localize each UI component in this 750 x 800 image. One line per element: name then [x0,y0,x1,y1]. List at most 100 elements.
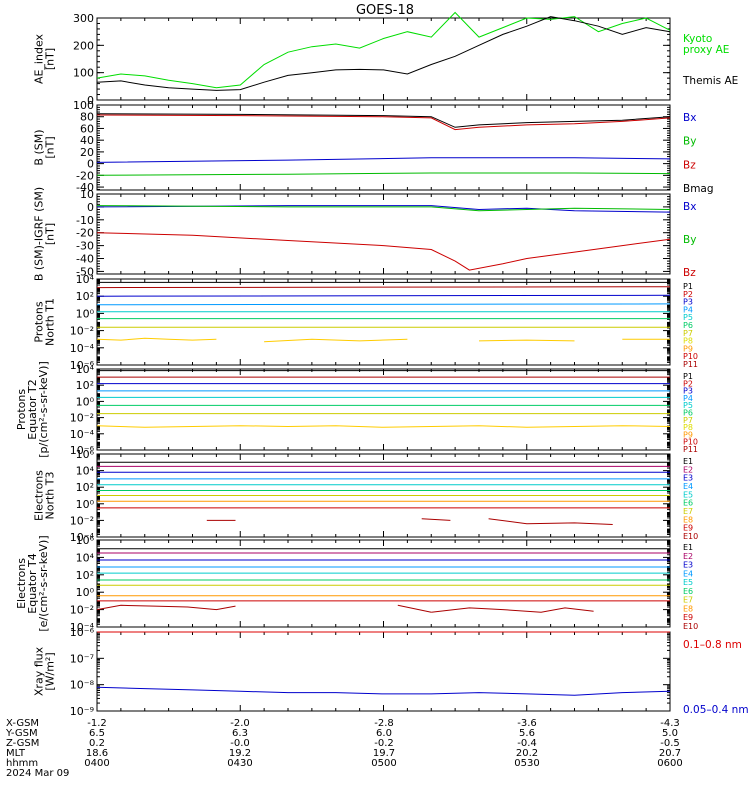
legend-label: P3 [683,298,693,307]
y-axis-label: Equator T4 [26,553,39,613]
series-line [96,16,671,91]
y-tick-label: 10⁴ [76,551,95,564]
series-line [96,337,217,341]
legend-label: P5 [683,401,693,410]
series-line [96,232,671,271]
bottom-row-value: 6.5 [89,728,105,739]
bottom-row-value: -2.0 [230,718,250,729]
legend-label: E7 [683,507,693,516]
legend-label: Bmag [683,183,714,195]
bottom-row-value: 18.6 [86,748,108,759]
bottom-row-value: 20.7 [659,748,681,759]
legend-label: E1 [683,543,693,552]
legend-label: E10 [683,622,698,631]
y-tick-label: 10⁴ [76,273,95,286]
y-tick-label: 0 [87,201,94,214]
series-line [96,686,671,696]
legend-label: E6 [683,587,693,596]
bottom-row-value: 0530 [514,758,539,769]
y-axis-label: Protons [15,389,28,430]
series-line [397,604,432,613]
y-tick-label: 40 [80,134,94,147]
legend-label: P6 [683,321,693,330]
y-tick-label: 10² [76,481,94,494]
bottom-row-label: Y-GSM [5,728,38,739]
bottom-axis: X-GSM -1.2 -2.0 -2.8 -3.6 -4.3 Y-GSM 6.5 6.3 6.0 5… [5,718,683,779]
y-axis-label: [nT] [44,48,57,70]
legend-label: 0.1–0.8 nm [683,639,742,651]
y-tick-label: 10⁻⁶ [70,626,95,639]
y-tick-label: 10⁻⁷ [70,652,94,665]
legend-label: By [683,136,696,148]
legend-label: P3 [683,387,693,396]
legend-label: P9 [683,430,693,439]
y-tick-label: 10⁰ [76,498,95,511]
y-tick-label: 100 [73,67,94,80]
bottom-row-value: -0.5 [660,738,680,749]
y-tick-label: 10² [76,290,94,303]
y-axis-label: Protons [33,301,46,342]
legend-label: P1 [683,372,693,381]
bottom-row-value: 19.2 [229,748,251,759]
legend-label: Bz [683,159,696,171]
legend-label: E8 [683,604,693,613]
legend-label: E5 [683,578,693,587]
y-tick-label: 10⁶ [76,448,95,461]
legend-label: P4 [683,394,693,403]
legend-label: E2 [683,552,693,561]
legend-label: E3 [683,474,693,483]
legend-label: P10 [683,352,698,361]
y-axis-label: Electrons [15,558,28,609]
bottom-row-value: 0.2 [89,738,105,749]
legend-label: P2 [683,290,693,299]
y-tick-label: 100 [73,99,94,112]
bottom-row-value: 6.3 [232,728,248,739]
y-tick-label: 10⁻⁴ [70,342,95,355]
y-tick-label: 10⁻⁹ [70,705,94,718]
bottom-row-value: 5.0 [662,728,678,739]
legend-label: P7 [683,416,693,425]
bottom-row-value: -0.0 [230,738,250,749]
legend-label: P4 [683,305,693,314]
legend-label: E3 [683,561,693,570]
panel-frame [96,104,671,191]
legend-label: Themis AE [682,75,738,87]
y-tick-label: 10⁻⁴ [70,531,95,544]
y-axis-label: [nT] [44,223,57,245]
legend-label: E4 [683,569,693,578]
legend-label: P5 [683,313,693,322]
legend-label: P9 [683,344,693,353]
legend-label: P1 [683,282,693,291]
bottom-row-value: 5.6 [519,728,535,739]
series-line [431,607,594,613]
y-tick-label: 300 [73,12,94,25]
legend-label: E10 [683,532,698,541]
bottom-row-value: 20.2 [516,748,538,759]
y-tick-label: 10⁻² [70,412,94,425]
series-line [96,604,236,611]
legend-label: E1 [683,457,693,466]
y-axis-label: [p/(cm²-s-sr-keV)] [37,361,50,458]
y-tick-label: 10⁻² [70,604,94,617]
series-line [96,205,671,212]
series-line [96,205,671,213]
y-tick-label: 10⁻⁶ [70,359,95,372]
legend-label: By [683,234,696,246]
bottom-row-value: -1.2 [87,718,107,729]
y-tick-label: -20 [76,227,94,240]
legend-label: P2 [683,379,693,388]
legend-label: P10 [683,438,698,447]
bottom-row-value: -2.8 [374,718,394,729]
y-tick-label: 80 [80,111,94,124]
y-tick-label: 10⁴ [76,465,95,478]
series-line [96,113,671,128]
legend-label: proxy AE [683,44,729,56]
y-tick-label: 10⁻² [70,325,94,338]
y-tick-label: 20 [80,146,94,159]
y-axis-label: Equator T2 [26,379,39,439]
series-line [96,11,671,89]
bottom-row-value: -0.2 [374,738,394,749]
legend-label: P11 [683,445,698,454]
y-tick-label: -40 [76,181,94,194]
